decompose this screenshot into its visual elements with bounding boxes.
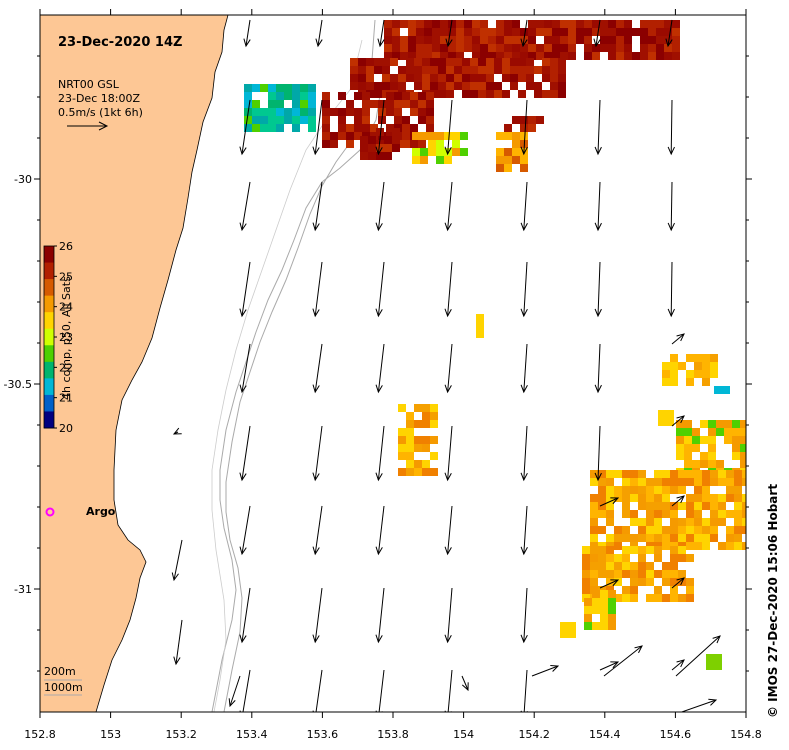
y-tick-label: -30 [14,173,32,186]
colorbar-tick: 26 [59,240,73,253]
x-tick-label: 154.2 [518,728,550,741]
y-tick-label: -30.5 [4,378,32,391]
x-tick-label: 153.8 [377,728,409,741]
depth-legend-1000m: 1000m [44,681,83,694]
colorbar [43,245,57,429]
colorbar-tick: 23 [59,331,73,344]
x-tick-label: 154 [453,728,474,741]
colorbar-tick: 25 [59,270,73,283]
isobath-200m [211,19,389,712]
credit-text: © IMOS 27-Dec-2020 15:06 Hobart [766,484,780,718]
x-tick-label: 154.6 [660,728,692,741]
map-title: 23-Dec-2020 14Z [58,35,182,50]
axis-ticks [34,9,752,718]
colorbar-tick: 22 [59,361,73,374]
isobath-inner [211,39,363,712]
argo-label: Argo [86,505,116,518]
x-tick-label: 153.2 [165,728,197,741]
colorbar-tick: 20 [59,422,73,435]
colorbar-tick: 24 [59,301,73,314]
colorbar-label: 4h comp, p50, All Sats [60,276,73,400]
current-legend-line1: NRT00 GSL [58,78,120,91]
x-tick-label: 153.6 [307,728,339,741]
x-tick-label: 152.8 [24,728,56,741]
x-tick-label: 154.4 [589,728,621,741]
current-arrows [171,19,721,712]
current-scale-arrow-icon [67,121,109,131]
x-tick-label: 154.8 [730,728,762,741]
depth-legend: 200m 1000m [44,665,83,696]
land-mass [40,15,229,712]
depth-legend-200m: 200m [44,665,76,678]
y-tick-label: -31 [14,583,32,596]
isobath-1000m [223,19,376,712]
x-tick-label: 153.4 [236,728,268,741]
colorbar-tick: 21 [59,392,73,405]
sst-pixels [244,20,746,670]
x-tick-label: 153 [100,728,121,741]
argo-float-marker[interactable] [45,507,55,517]
current-legend-line3: 0.5m/s (1kt 6h) [58,106,143,119]
current-legend-line2: 23-Dec 18:00Z [58,92,140,105]
